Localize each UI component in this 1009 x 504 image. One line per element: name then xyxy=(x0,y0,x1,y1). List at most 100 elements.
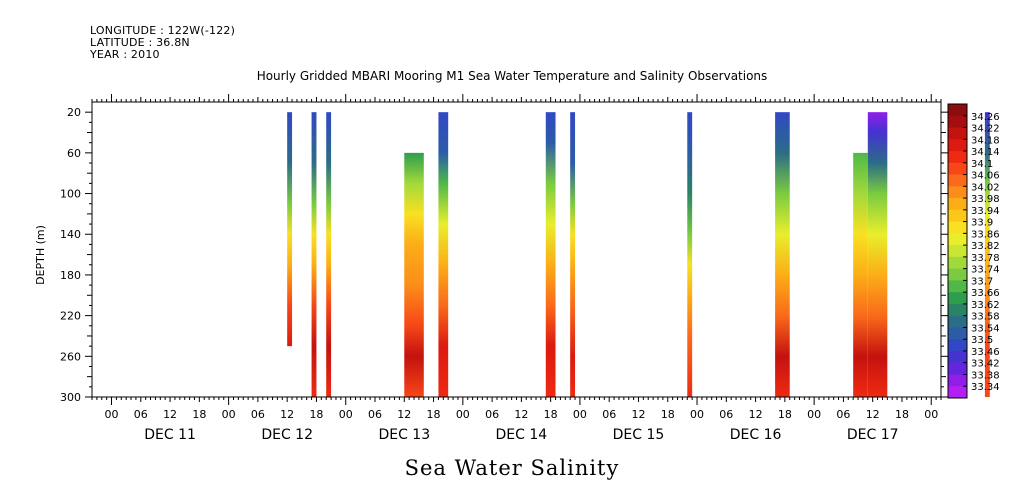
x-tick-label: 00 xyxy=(339,408,353,421)
colorbar-label: 33.46 xyxy=(971,347,1000,358)
data-column xyxy=(775,112,790,397)
colorbar-swatch xyxy=(948,233,967,246)
x-tick-label: 18 xyxy=(192,408,206,421)
x-tick-label: 00 xyxy=(573,408,587,421)
colorbar-label: 33.7 xyxy=(971,276,993,287)
colorbar-swatch xyxy=(948,374,967,387)
x-day-label: DEC 17 xyxy=(847,427,899,443)
x-tick-label: 12 xyxy=(749,408,763,421)
x-tick-label: 18 xyxy=(895,408,909,421)
x-tick-label: 00 xyxy=(222,408,236,421)
x-tick-label: 06 xyxy=(719,408,733,421)
x-tick-label: 12 xyxy=(631,408,645,421)
y-tick-label: 180 xyxy=(60,269,81,282)
x-day-label: DEC 13 xyxy=(378,427,430,443)
colorbar-swatch xyxy=(948,315,967,328)
colorbar-label: 33.94 xyxy=(971,206,1000,217)
x-tick-label: 06 xyxy=(368,408,382,421)
x-tick-label: 00 xyxy=(105,408,119,421)
colorbar-swatch xyxy=(948,162,967,176)
colorbar-label: 34.02 xyxy=(971,182,1000,193)
x-tick-label: 00 xyxy=(690,408,704,421)
colorbar-swatch xyxy=(948,198,967,211)
x-tick-label: 12 xyxy=(514,408,528,421)
data-column xyxy=(687,112,693,397)
y-tick-label: 140 xyxy=(60,228,81,241)
x-tick-label: 00 xyxy=(456,408,470,421)
x-tick-label: 06 xyxy=(602,408,616,421)
colorbar-label: 33.86 xyxy=(971,229,1000,240)
colorbar-label: 33.62 xyxy=(971,300,1000,311)
x-tick-label: 06 xyxy=(836,408,850,421)
x-tick-label: 06 xyxy=(134,408,148,421)
colorbar-swatch xyxy=(948,280,967,293)
data-columns xyxy=(287,112,990,397)
colorbar-swatch xyxy=(948,292,967,305)
longitude-label: LONGITUDE : 122W(-122) xyxy=(90,24,236,37)
colorbar-swatch xyxy=(948,245,967,258)
y-tick-label: 60 xyxy=(67,147,81,160)
colorbar-swatch xyxy=(948,127,967,140)
y-axis-ticks: 20 60 100 140 180 220 260 300 xyxy=(60,106,948,404)
x-day-label: DEC 14 xyxy=(496,427,548,443)
colorbar-swatch xyxy=(948,209,967,223)
colorbar-label: 34.26 xyxy=(971,112,1000,123)
data-column xyxy=(287,112,293,347)
x-tick-label: 12 xyxy=(163,408,177,421)
colorbar-label: 33.82 xyxy=(971,241,1000,252)
x-tick-label: 12 xyxy=(397,408,411,421)
colorbar-swatch xyxy=(948,268,967,281)
x-tick-label: 18 xyxy=(544,408,558,421)
colorbar-label: 33.54 xyxy=(971,323,1000,334)
colorbar-swatch xyxy=(948,327,967,340)
y-tick-label: 220 xyxy=(60,310,81,323)
y-tick-label: 260 xyxy=(60,350,81,363)
data-column xyxy=(867,112,888,397)
colorbar-swatch xyxy=(948,350,967,364)
data-column xyxy=(570,112,576,397)
y-axis-label: DEPTH (m) xyxy=(34,225,47,285)
colorbar-label: 33.66 xyxy=(971,288,1000,299)
colorbar-swatch xyxy=(948,151,967,164)
y-tick-label: 300 xyxy=(60,391,81,404)
x-day-label: DEC 16 xyxy=(730,427,782,443)
data-column xyxy=(438,112,449,397)
y-tick-label: 20 xyxy=(67,106,81,119)
colorbar-swatch xyxy=(948,339,967,352)
plot-axes xyxy=(91,101,942,398)
x-tick-label: 00 xyxy=(807,408,821,421)
x-tick-label: 06 xyxy=(251,408,265,421)
colorbar-label: 33.9 xyxy=(971,218,993,229)
data-column xyxy=(545,112,556,397)
x-tick-label: 18 xyxy=(309,408,323,421)
colorbar-label: 33.78 xyxy=(971,253,1000,264)
data-column xyxy=(984,112,990,397)
x-tick-label: 18 xyxy=(661,408,675,421)
x-tick-label: 12 xyxy=(280,408,294,421)
colorbar-swatch xyxy=(948,256,967,270)
latitude-label: LATITUDE : 36.8N xyxy=(90,36,190,49)
x-tick-label: 18 xyxy=(778,408,792,421)
colorbar-label: 34.18 xyxy=(971,135,1000,146)
x-day-label: DEC 15 xyxy=(613,427,665,443)
colorbar-swatch xyxy=(948,115,967,129)
colorbar-label: 34.06 xyxy=(971,171,1000,182)
colorbar-label: 34.14 xyxy=(971,147,1000,158)
colorbar-swatch xyxy=(948,186,967,199)
colorbar-swatch xyxy=(948,362,967,375)
data-column xyxy=(326,112,332,397)
data-column xyxy=(311,112,317,397)
x-day-label: DEC 12 xyxy=(261,427,313,443)
colorbar-label: 34.1 xyxy=(971,159,993,170)
colorbar-swatch xyxy=(948,174,967,187)
colorbar-frame xyxy=(947,103,968,399)
x-tick-label: 18 xyxy=(427,408,441,421)
colorbar: 34.2634.2234.1834.1434.134.0634.0233.983… xyxy=(947,103,1000,399)
figure-caption: Sea Water Salinity xyxy=(405,456,620,480)
colorbar-swatch xyxy=(948,386,967,399)
colorbar-label: 33.42 xyxy=(971,359,1000,370)
colorbar-label: 33.98 xyxy=(971,194,1000,205)
colorbar-label: 33.38 xyxy=(971,370,1000,381)
colorbar-label: 33.5 xyxy=(971,335,993,346)
